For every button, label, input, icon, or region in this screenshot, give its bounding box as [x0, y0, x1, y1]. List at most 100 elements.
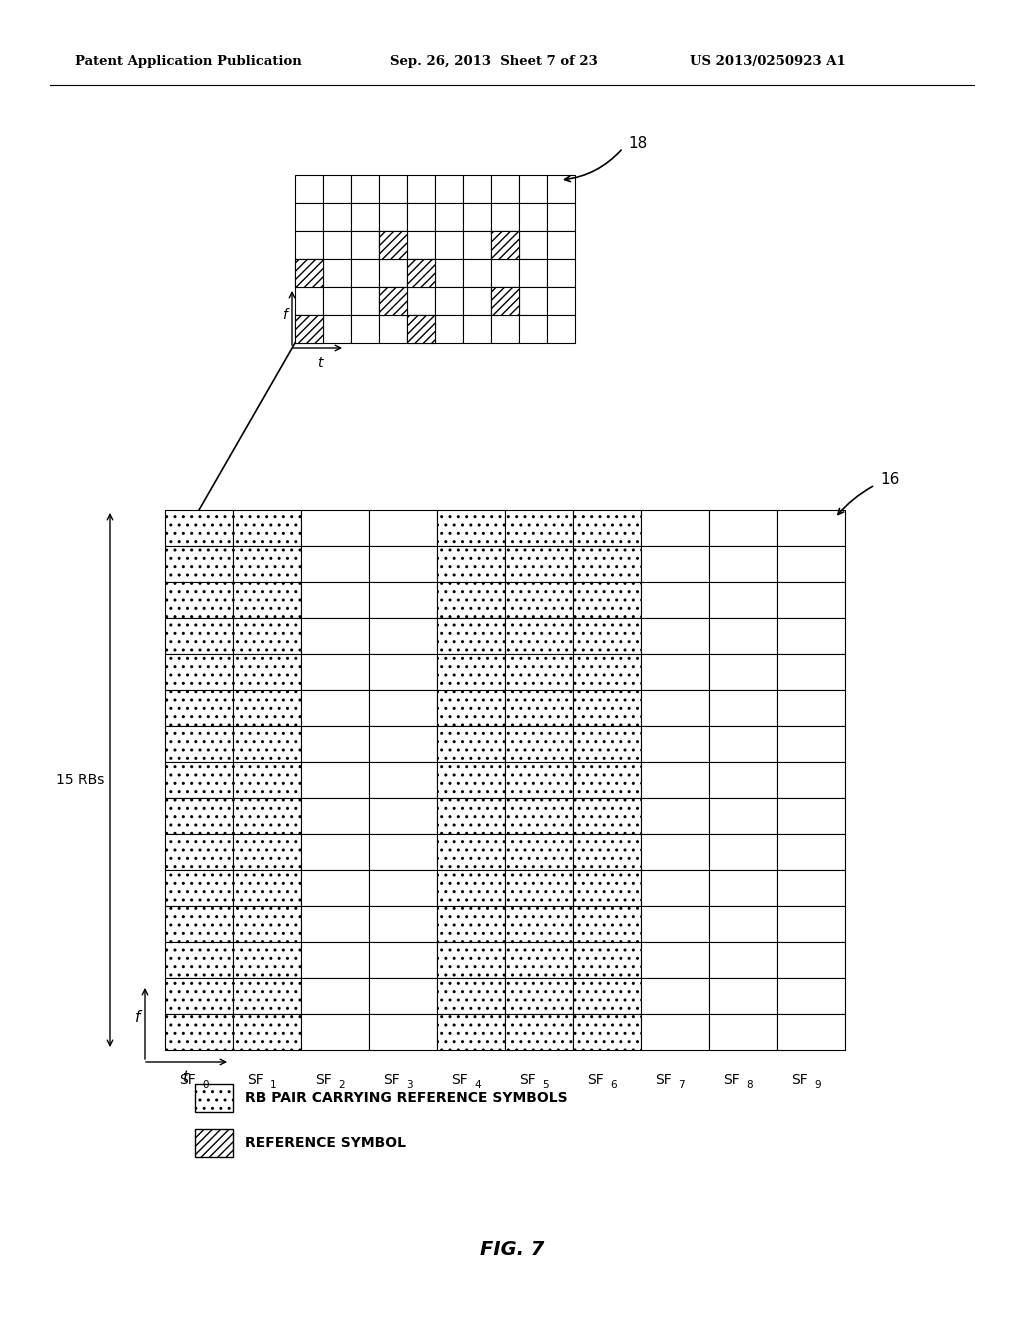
Bar [641, 546, 709, 582]
Bar [641, 834, 709, 870]
Bar [351, 315, 379, 343]
Text: SF: SF [519, 1073, 536, 1086]
Bar [641, 618, 709, 653]
Bar [519, 259, 547, 286]
Bar [435, 231, 463, 259]
Bar [233, 834, 301, 870]
Bar [369, 799, 437, 834]
Bar [165, 690, 233, 726]
Bar [437, 870, 505, 906]
Bar [490, 203, 519, 231]
Bar [641, 582, 709, 618]
Bar [301, 834, 369, 870]
Bar [233, 582, 301, 618]
Bar [777, 510, 845, 546]
Bar [777, 799, 845, 834]
Bar [435, 176, 463, 203]
Bar [709, 582, 777, 618]
Bar [369, 906, 437, 942]
Bar [573, 582, 641, 618]
Bar [435, 203, 463, 231]
Bar [573, 546, 641, 582]
Bar [407, 231, 435, 259]
Bar [407, 315, 435, 343]
Bar [295, 259, 323, 286]
Text: SF: SF [452, 1073, 468, 1086]
Bar [437, 726, 505, 762]
Text: 3: 3 [406, 1080, 413, 1090]
Bar [437, 618, 505, 653]
Bar [490, 315, 519, 343]
Text: SF: SF [655, 1073, 672, 1086]
Bar [777, 653, 845, 690]
Bar [505, 942, 573, 978]
Text: US 2013/0250923 A1: US 2013/0250923 A1 [690, 55, 846, 69]
Bar [505, 618, 573, 653]
Bar [301, 906, 369, 942]
Text: SF: SF [723, 1073, 740, 1086]
Bar [369, 582, 437, 618]
Bar [295, 315, 323, 343]
Bar [437, 546, 505, 582]
Bar [505, 726, 573, 762]
Bar [437, 653, 505, 690]
Bar [641, 726, 709, 762]
Bar [573, 618, 641, 653]
Text: 6: 6 [610, 1080, 616, 1090]
Text: 4: 4 [474, 1080, 480, 1090]
Bar [519, 176, 547, 203]
Text: FIG. 7: FIG. 7 [480, 1239, 544, 1259]
Bar [777, 978, 845, 1014]
Bar [379, 286, 407, 315]
Bar [463, 231, 490, 259]
Bar [369, 870, 437, 906]
Text: RB PAIR CARRYING REFERENCE SYMBOLS: RB PAIR CARRYING REFERENCE SYMBOLS [245, 1092, 567, 1105]
Text: Patent Application Publication: Patent Application Publication [75, 55, 302, 69]
Bar [437, 978, 505, 1014]
Bar [379, 259, 407, 286]
Bar [463, 176, 490, 203]
Bar [573, 942, 641, 978]
Bar [641, 1014, 709, 1049]
Bar [709, 978, 777, 1014]
Bar [777, 834, 845, 870]
Bar [505, 510, 573, 546]
Bar [379, 315, 407, 343]
Text: 16: 16 [880, 473, 899, 487]
Bar [435, 315, 463, 343]
Text: t: t [317, 356, 323, 370]
Bar [323, 286, 351, 315]
Bar [165, 762, 233, 799]
Text: SF: SF [792, 1073, 808, 1086]
Bar [641, 799, 709, 834]
Text: 8: 8 [746, 1080, 753, 1090]
Text: 2: 2 [338, 1080, 345, 1090]
Bar [165, 834, 233, 870]
Bar [369, 653, 437, 690]
Text: 9: 9 [814, 1080, 820, 1090]
Bar [437, 834, 505, 870]
Bar [369, 834, 437, 870]
Bar [233, 546, 301, 582]
Bar [709, 870, 777, 906]
Bar [777, 762, 845, 799]
Bar [301, 653, 369, 690]
Bar [301, 762, 369, 799]
Bar [437, 1014, 505, 1049]
Bar [165, 906, 233, 942]
Bar [573, 799, 641, 834]
Bar [233, 726, 301, 762]
Text: f: f [134, 1011, 140, 1026]
Bar [463, 259, 490, 286]
Bar [573, 1014, 641, 1049]
Bar [351, 259, 379, 286]
Bar [490, 231, 519, 259]
Bar [323, 176, 351, 203]
Bar [709, 834, 777, 870]
Bar [233, 618, 301, 653]
Bar [233, 762, 301, 799]
Text: 7: 7 [678, 1080, 685, 1090]
Bar [777, 942, 845, 978]
Text: t: t [182, 1071, 188, 1085]
Bar [295, 286, 323, 315]
